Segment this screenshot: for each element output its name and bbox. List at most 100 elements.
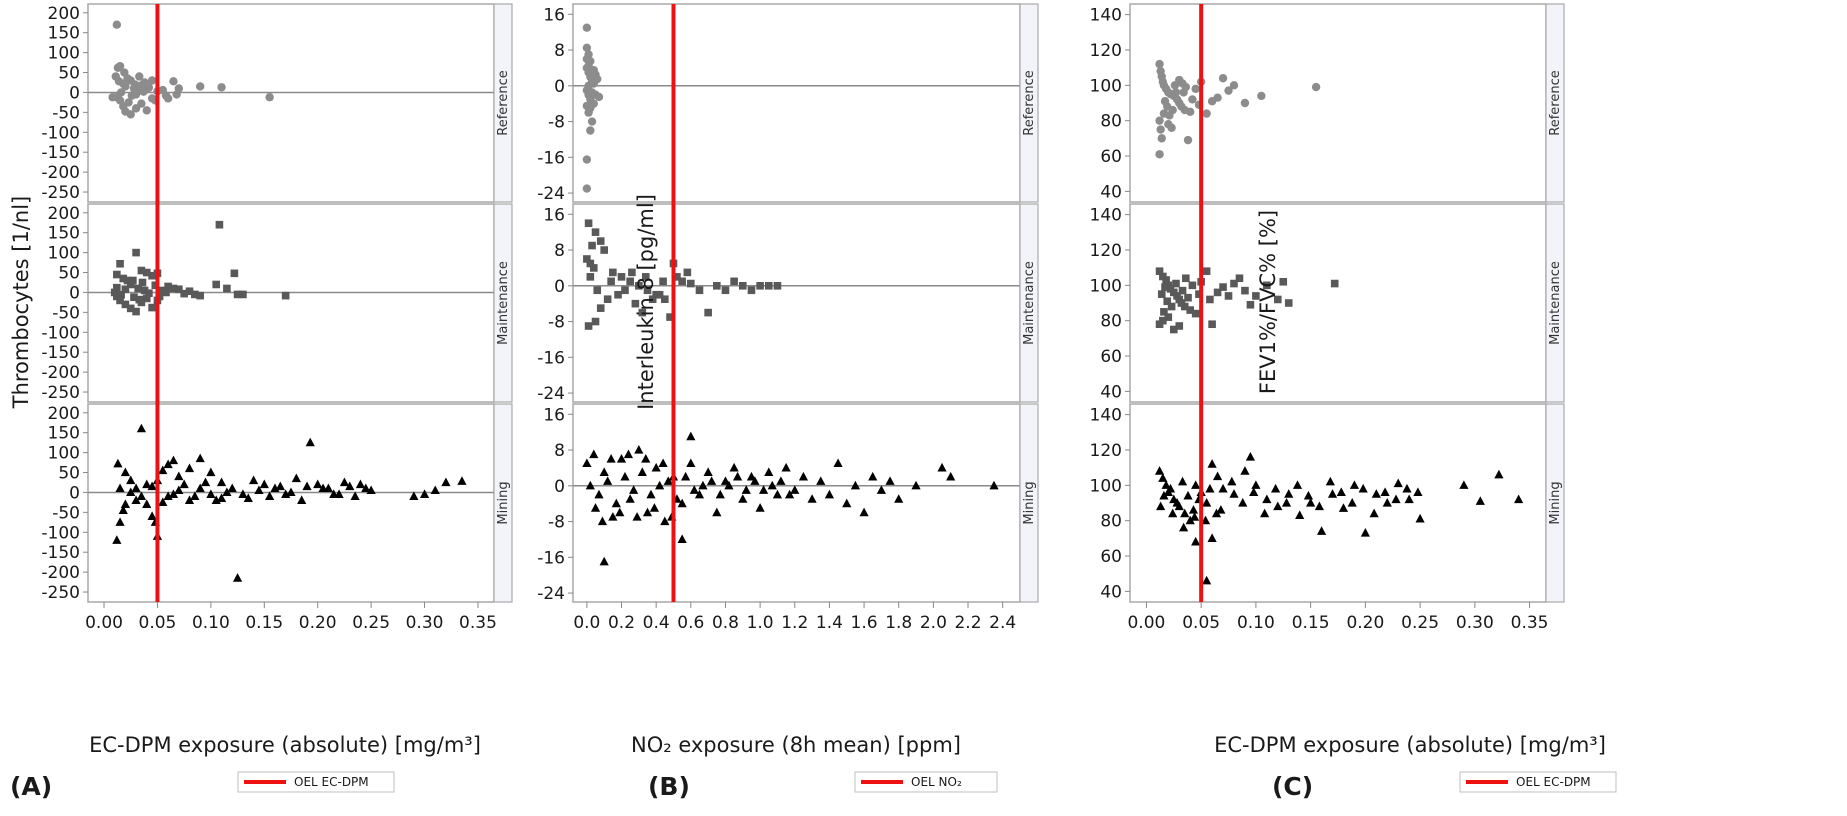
panel-c-row-maintenance: 40 60 80 100 120 140 Maintenance — [1090, 203, 1565, 403]
data-point — [217, 83, 226, 92]
data-point — [131, 483, 141, 493]
strip-maintenance: Maintenance — [493, 203, 513, 403]
data-point — [784, 489, 795, 499]
data-point — [596, 237, 605, 245]
data-point — [121, 82, 130, 91]
data-point — [1475, 496, 1485, 505]
data-point — [1262, 494, 1272, 504]
data-point — [1284, 489, 1294, 498]
x-tick-label: 0.00 — [85, 613, 123, 633]
y-tick-label: -200 — [41, 363, 80, 383]
y-tick-label: 60 — [1100, 547, 1122, 567]
data-point — [772, 489, 783, 499]
y-tick-label: -100 — [41, 123, 80, 143]
y-tick-label: 100 — [1090, 76, 1122, 96]
data-point — [190, 491, 200, 501]
data-point — [120, 467, 130, 477]
data-point — [1311, 82, 1321, 92]
panel-c: 40 60 80 100 120 140 Reference 40 60 80 100 120 140 M… — [1090, 3, 1617, 801]
panel-c-plot: 40 60 80 100 120 140 Reference 40 60 80 100 120 140 M… — [1090, 3, 1565, 633]
data-point — [184, 463, 195, 473]
x-tick-label: 0.6 — [677, 613, 704, 633]
data-point — [232, 573, 243, 582]
data-point — [216, 477, 227, 487]
data-point — [1160, 308, 1168, 316]
panel-b-row-reference: -24 -16 -8 0 8 16 Reference — [537, 3, 1039, 204]
data-point — [720, 476, 731, 485]
y-tick-label: -200 — [41, 163, 80, 183]
data-point — [651, 462, 661, 472]
x-tick-label: 1.2 — [781, 613, 808, 633]
data-point — [361, 483, 371, 493]
data-point — [119, 274, 128, 283]
data-point — [158, 497, 168, 507]
panel-b-legend-label: OEL NO₂ — [911, 775, 962, 789]
data-point — [661, 295, 669, 304]
data-point — [339, 477, 350, 487]
y-tick-label: 150 — [48, 424, 80, 444]
data-point — [589, 65, 598, 75]
y-tick-label: 50 — [58, 64, 80, 84]
data-point — [1155, 116, 1164, 125]
data-point — [419, 489, 430, 499]
data-point — [1330, 279, 1339, 288]
y-tick-label: -16 — [537, 148, 565, 168]
data-point — [131, 495, 141, 505]
data-point — [596, 304, 605, 312]
data-point — [623, 449, 634, 459]
data-point — [591, 317, 600, 326]
data-point — [212, 280, 221, 289]
data-point — [121, 285, 130, 294]
data-point — [1188, 95, 1197, 104]
data-point — [590, 503, 601, 512]
data-point — [755, 503, 765, 512]
data-point — [1245, 452, 1256, 461]
data-point — [689, 485, 699, 494]
data-point — [1371, 489, 1381, 498]
series-maintenance — [1155, 267, 1339, 334]
data-point — [1184, 293, 1192, 302]
data-point — [767, 480, 777, 490]
data-point — [1336, 487, 1346, 496]
data-point — [738, 494, 748, 503]
y-tick-label: -24 — [537, 184, 565, 204]
y-tick-label: -50 — [52, 103, 80, 123]
data-point — [147, 76, 157, 85]
data-point — [607, 277, 615, 286]
y-tick-label: 0 — [69, 283, 80, 303]
data-point — [121, 300, 130, 309]
data-point — [585, 480, 595, 490]
y-tick-label: 80 — [1100, 312, 1122, 332]
data-point — [123, 276, 132, 285]
data-point — [116, 296, 124, 305]
data-point — [824, 489, 835, 499]
data-point — [911, 480, 921, 490]
data-point — [155, 292, 164, 301]
data-point — [1218, 483, 1228, 493]
data-point — [1218, 74, 1228, 83]
data-point — [584, 81, 593, 90]
x-tick-label: 0.25 — [1401, 613, 1439, 633]
data-point — [658, 458, 668, 468]
data-point — [713, 281, 721, 290]
x-tick-label: 0.2 — [608, 613, 635, 633]
panel-b-x-axis-title: NO₂ exposure (8h mean) [ppm] — [631, 733, 961, 757]
strip-reference: Reference — [1545, 3, 1565, 203]
y-tick-label: 150 — [48, 24, 80, 44]
panel-a: -250-200-150-100-50050100150200Reference… — [9, 3, 513, 801]
data-point — [112, 535, 122, 544]
panel-c-row-reference: 40 60 80 100 120 140 Reference — [1090, 3, 1565, 203]
x-tick-label: 0.25 — [352, 613, 390, 633]
data-point — [608, 512, 618, 521]
y-tick-label: 40 — [1100, 182, 1122, 202]
data-point — [750, 476, 760, 485]
y-tick-label: -50 — [52, 303, 80, 323]
data-point — [113, 458, 123, 468]
data-point — [628, 268, 636, 277]
panel-b-legend: OEL NO₂ — [854, 771, 998, 793]
y-tick-label: 80 — [1100, 512, 1122, 532]
data-point — [134, 284, 143, 293]
data-point — [673, 273, 681, 281]
data-point — [1188, 505, 1199, 514]
